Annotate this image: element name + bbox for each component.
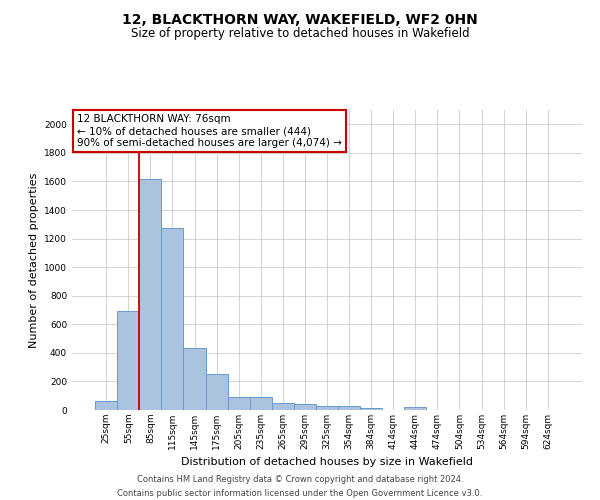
Bar [338,406,360,410]
Text: Size of property relative to detached houses in Wakefield: Size of property relative to detached ho… [131,28,469,40]
Bar [294,404,316,410]
Bar [117,310,139,410]
Text: 12 BLACKTHORN WAY: 76sqm
← 10% of detached houses are smaller (444)
90% of semi-: 12 BLACKTHORN WAY: 76sqm ← 10% of detach… [77,114,342,148]
Bar [206,374,227,410]
Bar [227,397,250,410]
Bar [404,408,427,410]
Bar [184,348,206,410]
Bar [139,178,161,410]
Bar [316,406,338,410]
Text: Contains HM Land Registry data © Crown copyright and database right 2024.
Contai: Contains HM Land Registry data © Crown c… [118,476,482,498]
X-axis label: Distribution of detached houses by size in Wakefield: Distribution of detached houses by size … [181,458,473,468]
Bar [272,403,294,410]
Text: 12, BLACKTHORN WAY, WAKEFIELD, WF2 0HN: 12, BLACKTHORN WAY, WAKEFIELD, WF2 0HN [122,12,478,26]
Bar [250,397,272,410]
Bar [95,400,117,410]
Y-axis label: Number of detached properties: Number of detached properties [29,172,38,348]
Bar [360,408,382,410]
Bar [161,228,184,410]
